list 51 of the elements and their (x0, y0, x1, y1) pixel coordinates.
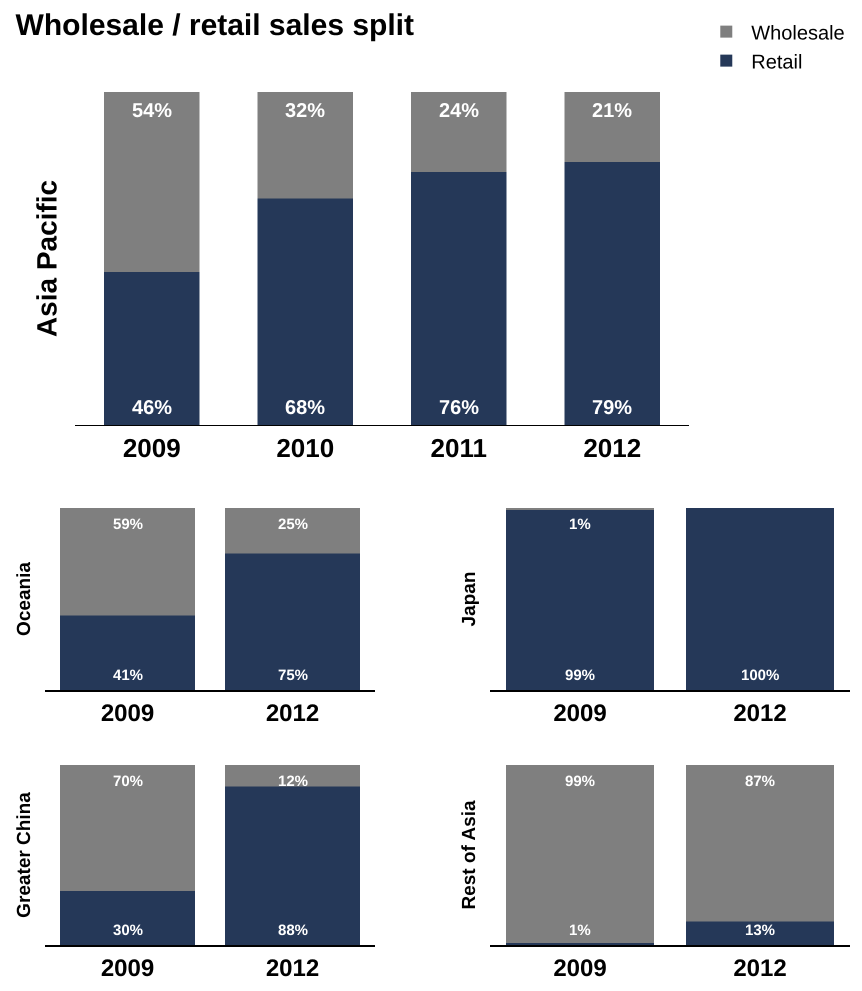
data-label: 99% (565, 773, 596, 790)
legend-label: Wholesale (751, 22, 845, 44)
data-label: 21% (592, 100, 632, 122)
legend-label: Retail (751, 51, 802, 74)
x-tick-label: 2009 (553, 954, 607, 982)
data-label: 12% (278, 773, 308, 790)
bar (258, 92, 353, 199)
bar (104, 92, 200, 272)
data-label: 75% (278, 667, 308, 684)
data-label: 68% (285, 397, 326, 419)
y-axis-title: Oceania (14, 562, 35, 636)
data-label: 100% (741, 667, 780, 684)
x-tick-label: 2012 (733, 954, 787, 982)
x-tick-label: 2009 (553, 700, 607, 727)
bar (411, 92, 506, 172)
x-tick-label: 2009 (100, 700, 154, 727)
data-label: 88% (278, 922, 308, 939)
data-label: 30% (113, 922, 144, 939)
x-tick-label: 2012 (266, 954, 320, 982)
data-label: 76% (439, 397, 480, 419)
data-label: 59% (113, 516, 144, 533)
bar (258, 198, 353, 425)
bar (564, 162, 660, 425)
x-tick-label: 2012 (733, 700, 787, 727)
x-tick-label: 2012 (583, 433, 642, 464)
data-label: 46% (132, 397, 172, 419)
y-axis-title: Greater China (14, 792, 35, 918)
data-label: 79% (592, 397, 632, 419)
chart-title: Wholesale / retail sales split (16, 9, 414, 42)
data-label: 99% (565, 667, 596, 684)
data-label: 25% (278, 516, 308, 533)
x-tick-label: 2009 (122, 433, 181, 464)
data-label: 54% (132, 100, 172, 122)
x-tick-label: 2009 (100, 954, 154, 982)
y-axis-title: Asia Pacific (32, 180, 63, 338)
bar (104, 272, 200, 425)
data-label: 1% (569, 922, 591, 939)
bar (564, 92, 660, 162)
y-axis-title: Rest of Asia (458, 800, 480, 910)
data-label: 13% (745, 922, 776, 939)
x-tick-label: 2012 (266, 700, 320, 727)
data-label: 87% (745, 773, 776, 790)
data-label: 32% (285, 100, 326, 122)
x-tick-label: 2010 (276, 433, 334, 464)
x-tick-label: 2011 (430, 433, 487, 464)
data-label: 1% (569, 516, 591, 533)
data-label: 41% (113, 667, 144, 684)
data-label: 24% (439, 100, 480, 122)
data-label: 70% (113, 773, 144, 790)
bar (411, 172, 506, 425)
y-axis-title: Japan (458, 572, 480, 626)
